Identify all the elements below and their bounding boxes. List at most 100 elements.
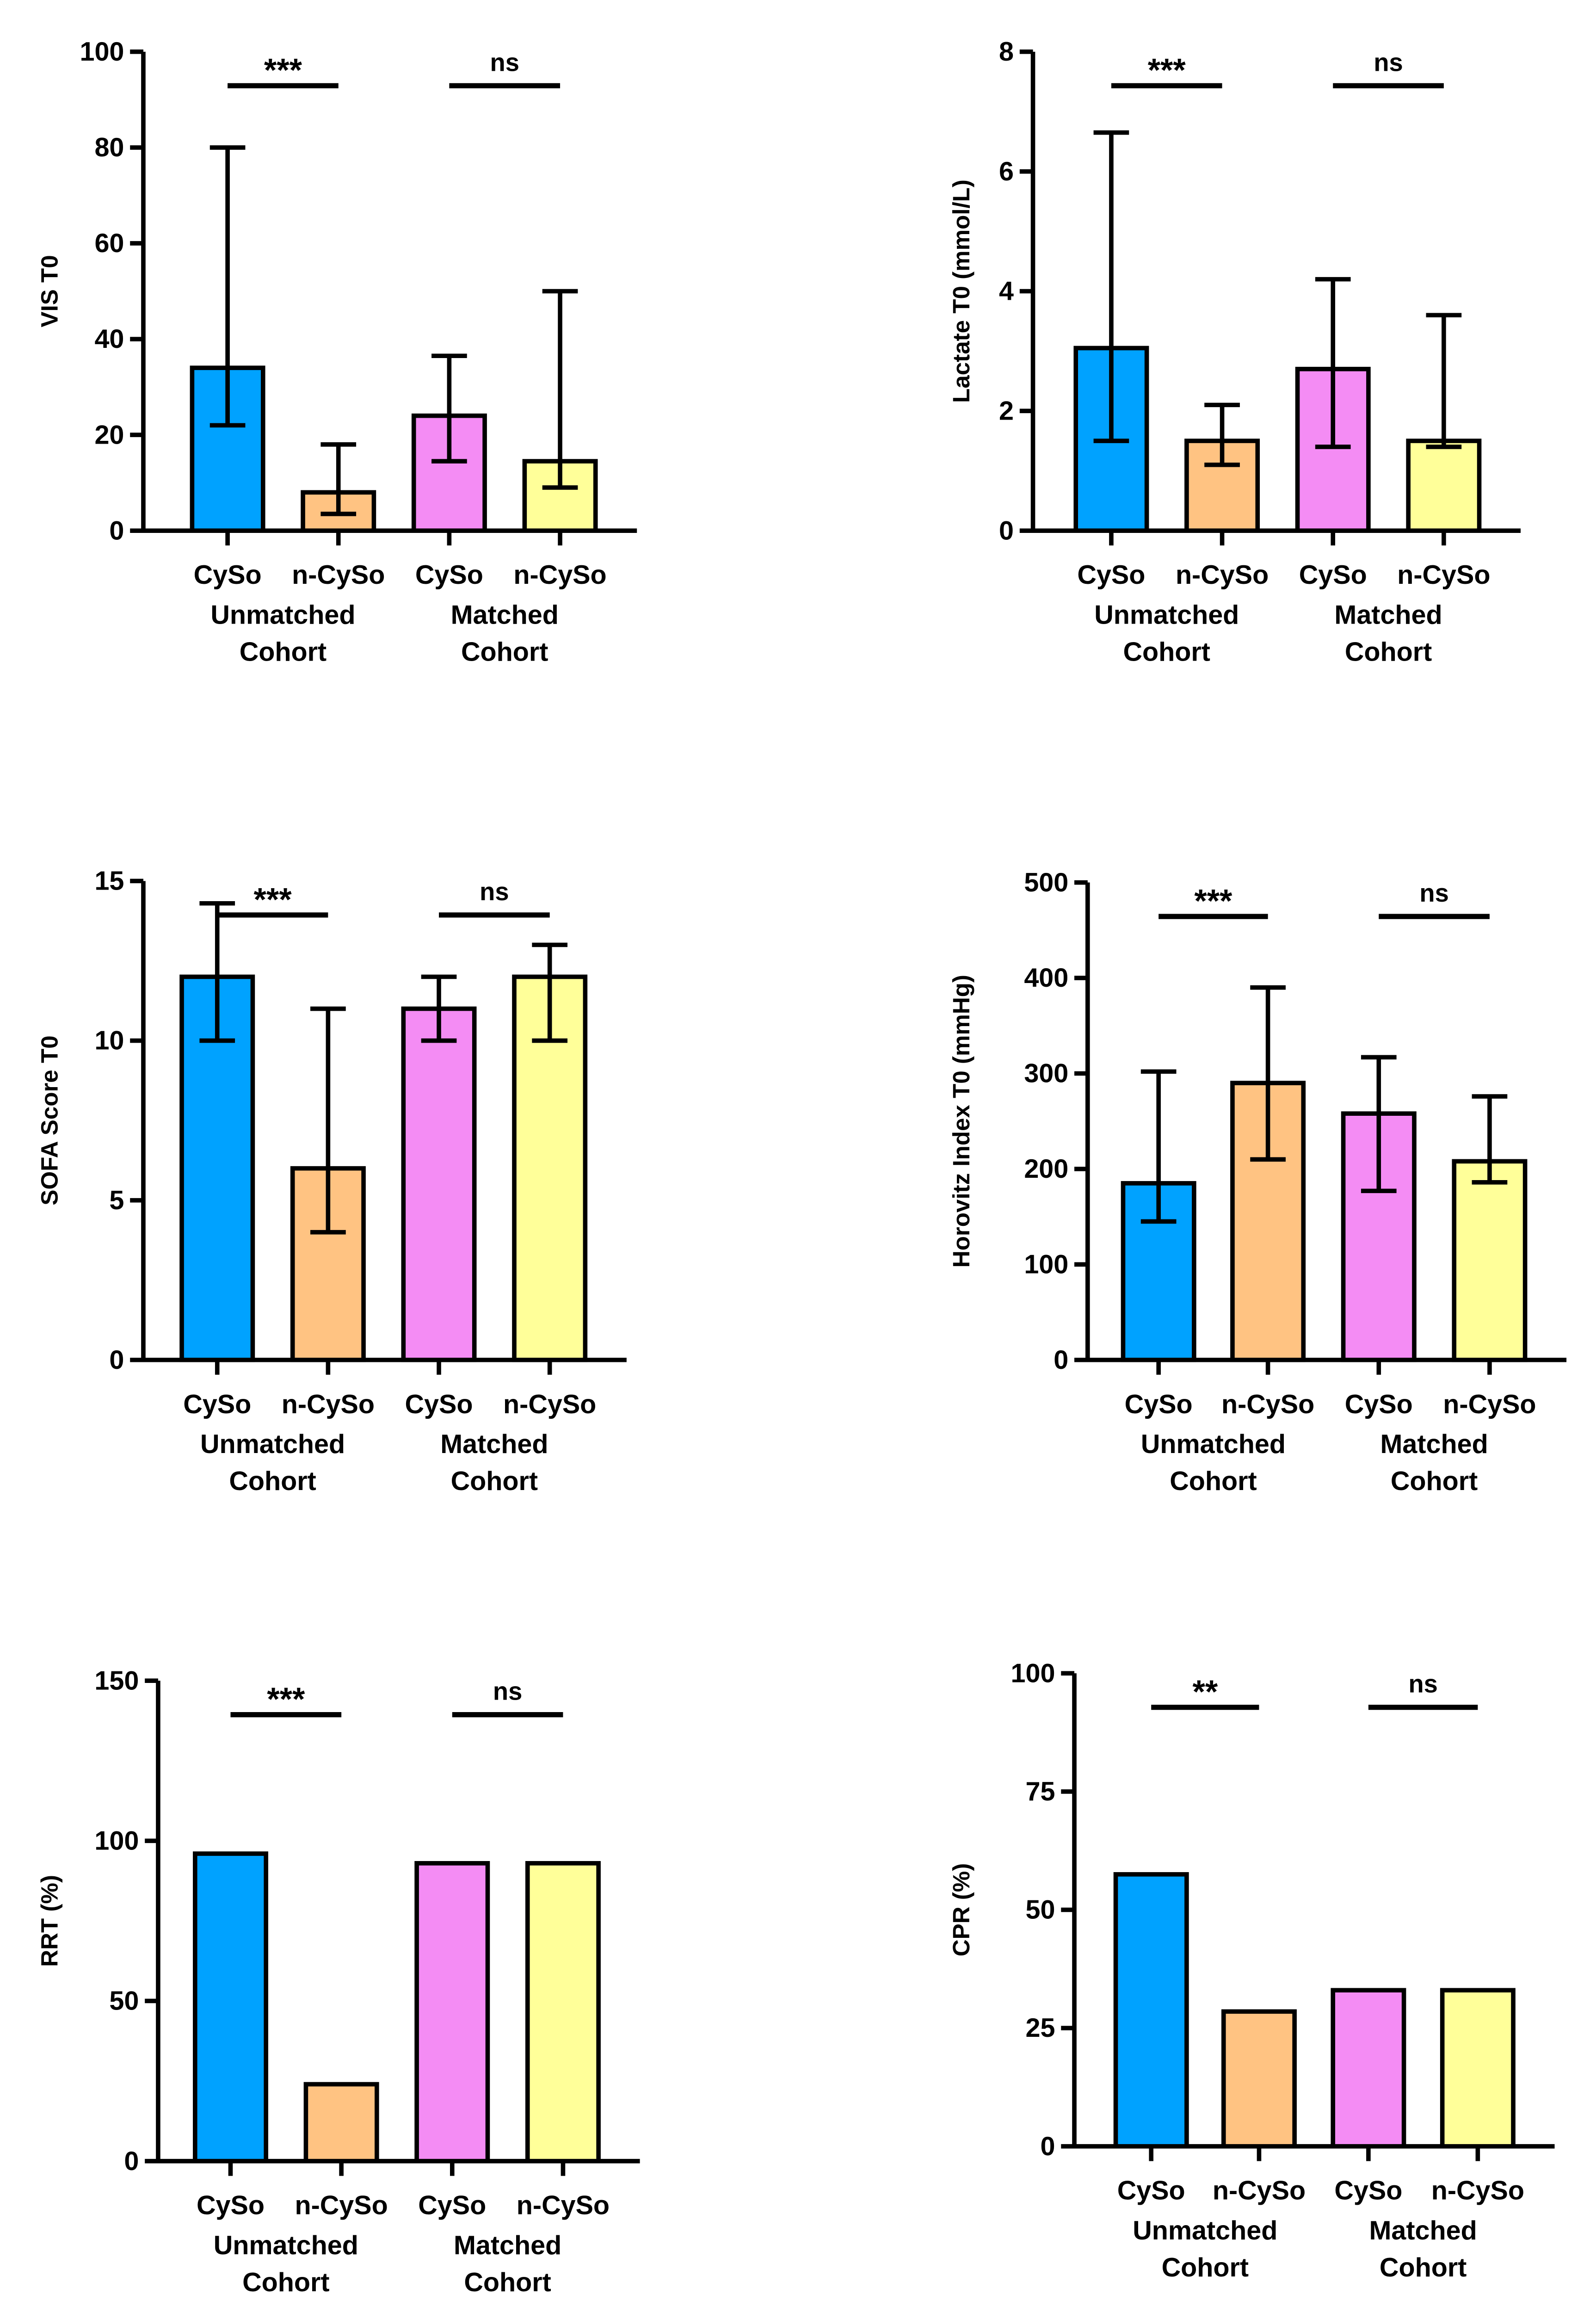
bar-1 <box>192 1851 268 2164</box>
x-tick-label: CySo <box>1117 2176 1185 2206</box>
significance-label: ns <box>1374 48 1403 76</box>
y-tick-label: 8 <box>999 37 1014 67</box>
significance-label: ns <box>1408 1670 1437 1698</box>
y-axis-label: Lactate T0 (mmol/L) <box>948 179 974 403</box>
y-tick-label: 500 <box>1024 868 1068 897</box>
x-tick-label: CySo <box>1077 560 1145 590</box>
y-tick-label: 0 <box>109 516 124 545</box>
group-label: Matched <box>454 2231 561 2260</box>
y-tick-label: 10 <box>94 1026 124 1056</box>
y-axis-label: RRT (%) <box>37 1875 63 1967</box>
y-tick-label: 300 <box>1024 1059 1068 1088</box>
bar-3 <box>1331 1988 1406 2149</box>
y-tick-label: 0 <box>1054 1345 1068 1375</box>
y-tick-label: 150 <box>94 1666 139 1695</box>
chart-panel-2: 0 2 4 6 8 Lactate T0 (mmol/L) CySo n-CySo CySo n-… <box>948 37 1521 667</box>
x-tick-label: n-CySo <box>1176 560 1269 590</box>
group-label: Matched <box>1380 1429 1488 1459</box>
group-label: Cohort <box>240 637 327 667</box>
x-tick-label: n-CySo <box>517 2191 610 2220</box>
y-tick-label: 75 <box>1026 1777 1055 1806</box>
x-tick-label: CySo <box>1299 560 1367 590</box>
x-tick-label: CySo <box>1345 1390 1413 1419</box>
group-label: Unmatched <box>210 600 355 630</box>
y-tick-label: 0 <box>999 516 1014 545</box>
x-tick-label: n-CySo <box>295 2191 388 2220</box>
group-label: Cohort <box>1380 2253 1467 2282</box>
significance-label: ns <box>490 48 519 76</box>
group-label: Unmatched <box>1133 2216 1277 2245</box>
x-tick-label: n-CySo <box>282 1390 375 1419</box>
significance-label: *** <box>267 1681 305 1717</box>
group-label: Unmatched <box>214 2231 358 2260</box>
group-label: Cohort <box>461 637 548 667</box>
x-tick-label: CySo <box>1334 2176 1402 2206</box>
significance-label: *** <box>254 881 292 917</box>
y-axis-label: Horovitz Index T0 (mmHg) <box>948 975 974 1268</box>
chart-panel-6: 0 25 50 75 100 CPR (%) CySo n-CySo CySo n-CySo Unm… <box>948 1658 1555 2282</box>
bar-4 <box>525 1861 601 2164</box>
chart-panel-4: 0 100 200 300 400 500 Horovitz Index T0 (mmHg)… <box>948 868 1567 1496</box>
y-tick-label: 20 <box>94 420 124 450</box>
group-label: Cohort <box>1391 1466 1478 1496</box>
group-label: Unmatched <box>1094 600 1239 630</box>
x-tick-label: CySo <box>197 2191 265 2220</box>
bar-4 <box>1440 1988 1516 2149</box>
y-tick-label: 15 <box>94 866 124 896</box>
group-label: Cohort <box>1345 637 1432 667</box>
bar-3 <box>414 1861 490 2164</box>
group-label: Matched <box>451 600 559 630</box>
group-label: Unmatched <box>1141 1429 1286 1459</box>
y-axis-label: CPR (%) <box>948 1863 974 1957</box>
y-tick-label: 60 <box>94 229 124 258</box>
y-tick-label: 50 <box>1026 1895 1055 1925</box>
y-axis-label: VIS T0 <box>37 255 63 327</box>
x-tick-label: CySo <box>194 560 262 590</box>
group-label: Cohort <box>464 2268 551 2297</box>
significance-label: *** <box>1194 883 1232 919</box>
y-tick-label: 2 <box>999 396 1014 426</box>
bar-4 <box>1452 1159 1528 1362</box>
y-tick-label: 100 <box>80 37 124 67</box>
x-tick-label: n-CySo <box>1397 560 1490 590</box>
y-tick-label: 5 <box>109 1186 124 1215</box>
group-label: Cohort <box>229 1466 316 1496</box>
chart-panel-3: 0 5 10 15 SOFA Score T0 CySo n-CySo CySo n-CySo U… <box>37 866 627 1496</box>
y-tick-label: 0 <box>109 1345 124 1375</box>
x-tick-label: n-CySo <box>503 1390 596 1419</box>
group-label: Cohort <box>242 2268 329 2297</box>
bar-4 <box>1406 439 1482 533</box>
bar-2 <box>303 2082 379 2164</box>
x-tick-label: CySo <box>405 1390 473 1419</box>
x-tick-label: n-CySo <box>292 560 385 590</box>
x-tick-label: n-CySo <box>1443 1390 1536 1419</box>
y-tick-label: 4 <box>999 277 1014 306</box>
x-tick-label: CySo <box>418 2191 486 2220</box>
x-tick-label: n-CySo <box>1221 1390 1314 1419</box>
group-label: Matched <box>1369 2216 1477 2245</box>
y-tick-label: 6 <box>999 157 1014 186</box>
group-label: Cohort <box>1123 637 1210 667</box>
x-tick-label: n-CySo <box>1431 2176 1524 2206</box>
significance-label: ns <box>493 1677 522 1706</box>
y-tick-label: 25 <box>1026 2013 1055 2043</box>
bar-1 <box>1113 1872 1189 2149</box>
bar-1 <box>179 974 255 1362</box>
bar-2 <box>1221 2009 1297 2149</box>
bar-3 <box>401 1006 477 1362</box>
significance-label: *** <box>264 52 302 88</box>
y-tick-label: 100 <box>1011 1658 1055 1688</box>
x-tick-label: n-CySo <box>513 560 606 590</box>
y-tick-label: 80 <box>94 133 124 162</box>
group-label: Unmatched <box>200 1429 345 1459</box>
y-tick-label: 100 <box>94 1826 139 1855</box>
y-tick-label: 0 <box>124 2146 139 2176</box>
significance-label: ** <box>1192 1673 1218 1710</box>
group-label: Cohort <box>1170 1466 1257 1496</box>
y-axis-label: SOFA Score T0 <box>37 1035 63 1205</box>
group-label: Cohort <box>1162 2253 1249 2282</box>
significance-label: ns <box>480 878 509 906</box>
x-tick-label: CySo <box>1125 1390 1193 1419</box>
y-tick-label: 40 <box>94 324 124 354</box>
